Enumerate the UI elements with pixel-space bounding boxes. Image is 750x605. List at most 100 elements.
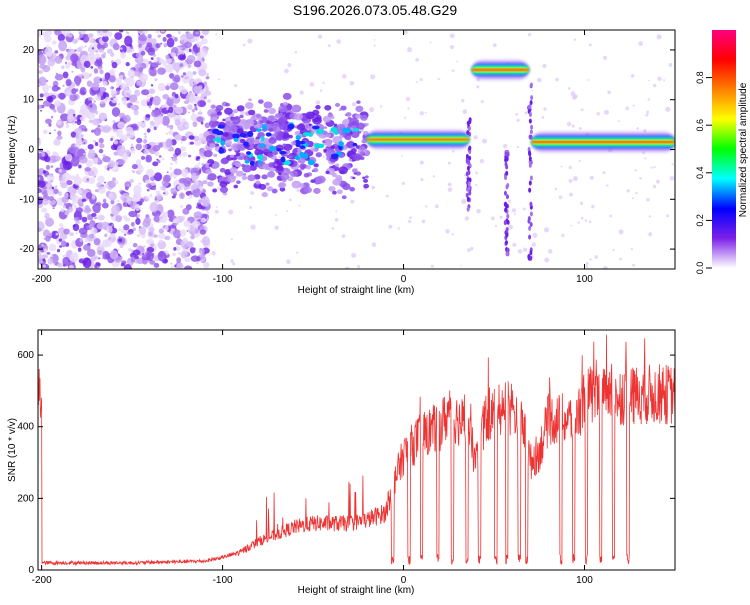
signal-blob: [228, 148, 232, 152]
noise-speck: [482, 138, 488, 144]
signal-blob: [239, 114, 244, 119]
noise-speck: [42, 229, 51, 238]
transition-streak: [529, 134, 533, 140]
noise-speck: [169, 72, 175, 79]
noise-speck: [568, 192, 573, 197]
signal-blob: [254, 148, 264, 156]
noise-speck: [54, 73, 64, 81]
noise-speck: [141, 89, 150, 96]
noise-speck: [94, 235, 97, 239]
signal-blob: [299, 145, 306, 149]
noise-speck: [157, 233, 166, 239]
noise-speck: [42, 198, 49, 206]
noise-speck: [118, 112, 126, 118]
noise-speck: [152, 187, 157, 191]
noise-speck: [41, 244, 44, 247]
noise-speck: [671, 163, 674, 166]
noise-speck: [331, 227, 335, 230]
noise-speck: [72, 39, 78, 44]
noise-speck: [127, 248, 132, 252]
noise-speck: [124, 35, 133, 47]
noise-speck: [286, 259, 291, 265]
noise-speck: [188, 197, 191, 200]
noise-speck: [403, 30, 408, 35]
signal-blob: [338, 141, 344, 147]
noise-speck: [149, 259, 156, 265]
signal-blob: [361, 138, 368, 144]
signal-blob: [222, 131, 229, 137]
noise-speck: [71, 61, 77, 66]
signal-blob: [297, 147, 302, 152]
noise-speck: [214, 209, 219, 214]
noise-speck: [161, 185, 167, 191]
noise-speck: [379, 105, 383, 108]
noise-speck: [42, 258, 46, 262]
noise-speck: [52, 188, 59, 195]
noise-speck: [88, 224, 93, 229]
signal-blob: [298, 140, 306, 145]
noise-speck: [42, 170, 47, 174]
signal-blob: [229, 167, 238, 174]
noise-speck: [186, 33, 195, 40]
noise-speck: [156, 193, 163, 201]
noise-speck: [618, 229, 624, 235]
noise-speck: [126, 198, 132, 204]
noise-speck: [150, 57, 154, 60]
noise-speck: [656, 34, 662, 40]
noise-speck: [186, 241, 194, 248]
noise-speck: [58, 223, 64, 227]
noise-speck: [421, 219, 426, 224]
noise-speck: [193, 103, 197, 107]
noise-speck: [462, 109, 468, 115]
y-tick-label: 0: [28, 565, 34, 576]
colorbar-tick-label: 0.0: [695, 262, 705, 275]
transition-streak: [468, 190, 472, 196]
noise-speck: [204, 122, 210, 129]
noise-speck: [617, 120, 620, 123]
noise-speck: [82, 72, 91, 80]
noise-speck: [578, 160, 581, 163]
signal-blob: [280, 172, 290, 180]
noise-speck: [107, 180, 116, 189]
noise-speck: [96, 222, 106, 230]
signal-blob: [313, 163, 319, 168]
colorbar-label: Normalized spectral amplitude: [738, 82, 749, 217]
noise-speck: [193, 211, 203, 219]
noise-speck: [96, 30, 102, 34]
transition-streak: [467, 181, 471, 187]
noise-speck: [274, 225, 279, 230]
signal-blob: [253, 138, 260, 145]
noise-speck: [171, 252, 176, 257]
noise-speck: [309, 82, 315, 87]
noise-speck: [83, 244, 91, 251]
signal-blob: [310, 147, 316, 152]
noise-speck: [630, 247, 633, 251]
noise-speck: [42, 189, 49, 197]
noise-speck: [165, 132, 169, 135]
noise-speck: [42, 31, 49, 38]
signal-blob: [322, 140, 326, 143]
noise-speck: [194, 228, 199, 234]
noise-speck: [407, 47, 413, 53]
noise-speck: [612, 249, 615, 252]
noise-speck: [95, 262, 101, 267]
noise-speck: [112, 122, 119, 131]
noise-speck: [76, 48, 79, 51]
noise-speck: [475, 183, 478, 187]
noise-speck: [74, 127, 83, 134]
noise-speck: [54, 30, 62, 36]
noise-speck: [170, 163, 173, 166]
signal-blob: [268, 107, 277, 115]
signal-blob: [307, 159, 315, 166]
noise-speck: [93, 68, 99, 74]
noise-speck: [544, 227, 550, 233]
noise-speck: [114, 32, 123, 40]
noise-speck: [177, 54, 187, 61]
colorbar: 0.0 0.2 0.4 0.6 0.8 Normalized spectral ampl…: [695, 30, 749, 274]
noise-speck: [568, 178, 573, 183]
noise-speck: [51, 85, 60, 92]
noise-speck: [76, 119, 82, 126]
noise-speck: [218, 78, 221, 81]
noise-speck: [437, 77, 441, 81]
noise-speck: [119, 30, 124, 33]
